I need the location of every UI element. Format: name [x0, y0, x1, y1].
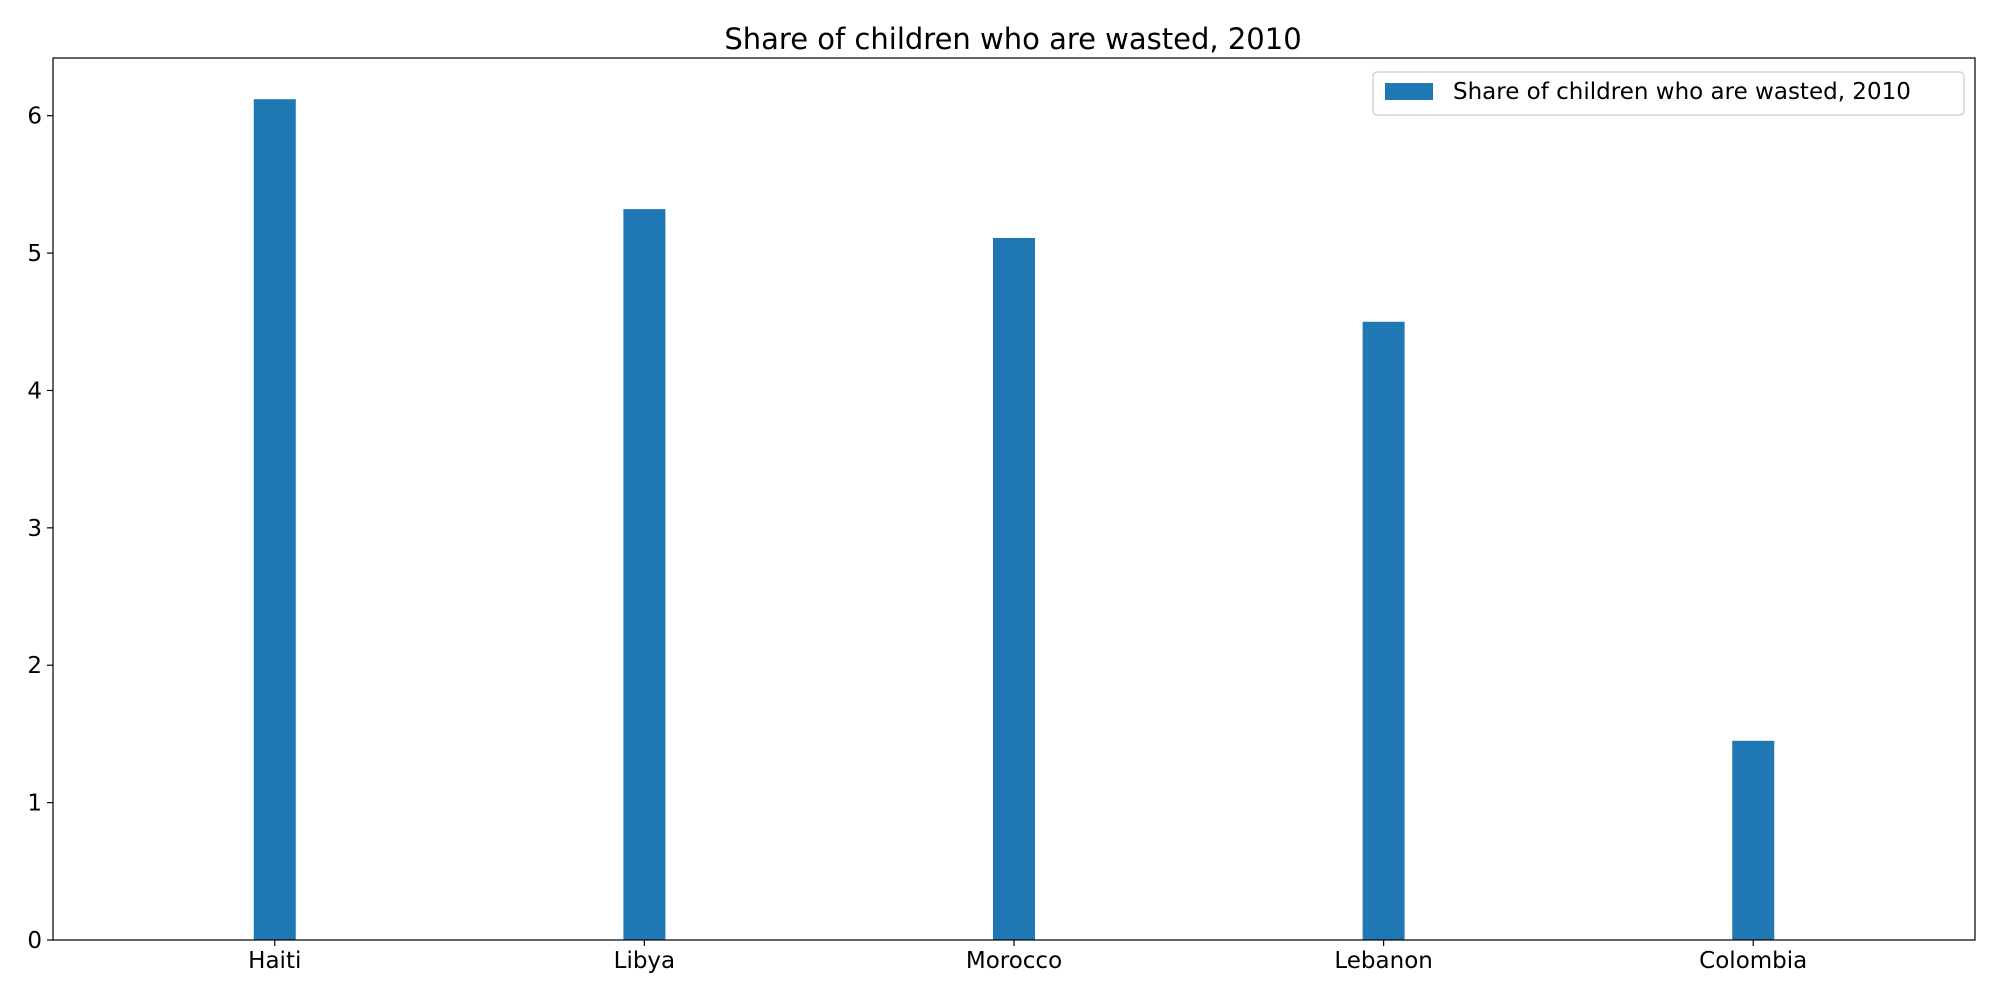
y-tick-label: 4 [27, 378, 42, 404]
legend-swatch [1385, 83, 1433, 100]
plot-frame [52, 57, 1976, 941]
bar-morocco [993, 237, 1035, 940]
y-tick-label: 3 [27, 516, 42, 542]
x-axis: Haiti Libya Morocco Lebanon Colombia [248, 940, 1807, 974]
bar-colombia [1732, 740, 1775, 940]
chart-title: Share of children who are wasted, 2010 [724, 22, 1301, 56]
x-tick-label: Morocco [966, 948, 1062, 974]
legend-box [1372, 71, 1965, 116]
x-tick-label: Haiti [248, 948, 301, 974]
y-tick-label: 6 [27, 104, 42, 130]
y-tick-label: 1 [27, 791, 42, 817]
y-tick-label: 5 [27, 241, 42, 267]
y-tick-label: 2 [27, 653, 42, 679]
bar-libya [623, 209, 666, 941]
legend-label: Share of children who are wasted, 2010 [1453, 79, 1911, 105]
bar-haiti [253, 99, 296, 940]
x-tick-label: Libya [614, 948, 676, 974]
y-axis: 0 1 2 3 4 5 6 [27, 104, 53, 954]
y-tick-label: 0 [27, 928, 42, 954]
bars-layer [253, 99, 1775, 941]
legend: Share of children who are wasted, 2010 [1372, 71, 1965, 116]
x-tick-label: Lebanon [1334, 948, 1432, 974]
bar-lebanon [1362, 321, 1405, 940]
x-tick-label: Colombia [1699, 948, 1807, 974]
